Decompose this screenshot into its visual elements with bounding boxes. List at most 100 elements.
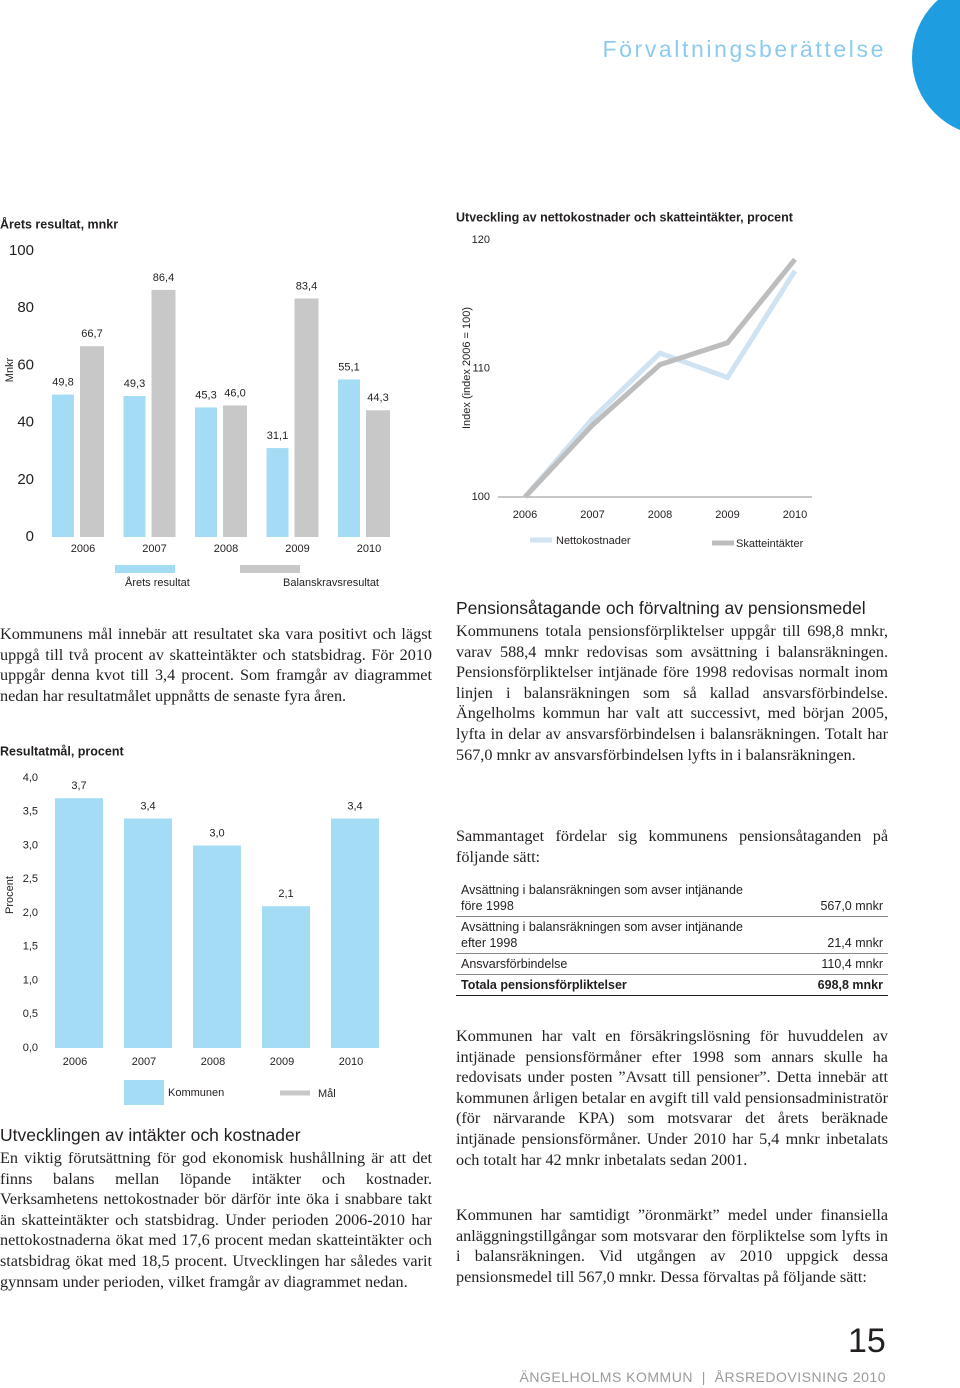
x-tick-label: 2008 [214,543,238,555]
y-tick-label: 20 [17,471,34,488]
cell: Avsättning i balansräkningen som avser i… [456,916,756,954]
bar [294,298,319,537]
bar [366,410,390,537]
y-tick-label: 100 [472,491,490,503]
x-tick-label: 2007 [132,1056,156,1068]
y-tick-label: 80 [17,299,34,316]
x-tick-label: 2007 [142,543,166,555]
x-tick-label: 2009 [715,509,739,521]
legend-label: Nettokostnader [556,535,631,547]
y-tick-label: 3,0 [23,839,38,851]
value-label: 2,1 [278,888,293,900]
pension-table: Avsättning i balansräkningen som avser i… [456,880,888,996]
section-heading: Pensionsåtagande och förvaltning av pens… [456,598,866,618]
y-tick-label: 110 [472,362,490,374]
footer-org: ÄNGELHOLMS KOMMUN [519,1369,693,1385]
x-tick-label: 2010 [339,1056,363,1068]
table-row: Avsättning i balansräkningen som avser i… [456,880,888,917]
table-row: Ansvarsförbindelse 110,4 mnkr [456,953,888,975]
page-number: 15 [848,1322,886,1360]
chart-title: Årets resultat, mnkr [0,216,118,231]
cell: 698,8 mnkr [756,974,888,996]
bar [193,845,241,1048]
bar [124,818,172,1048]
paragraph: Kommunens mål innebär att resultatet ska… [0,625,432,705]
y-axis-label: Index (index 2006 = 100) [461,307,473,429]
value-label: 46,0 [224,387,245,399]
legend-label: Kommunen [168,1087,224,1099]
bar [151,289,176,537]
value-label: 86,4 [153,272,174,284]
paragraph: En viktig förutsättning för god ekonomis… [0,1149,432,1291]
chart-title: Resultatmål, procent [0,744,124,758]
x-tick-label: 2008 [648,509,672,521]
y-tick-label: 120 [472,234,490,246]
y-tick-label: 0 [26,528,34,545]
cell: 110,4 mnkr [756,953,888,975]
table-row: Avsättning i balansräkningen som avser i… [456,916,888,954]
x-tick-label: 2010 [357,543,381,555]
y-tick-label: 2,0 [23,907,38,919]
value-label: 44,3 [367,392,388,404]
line [523,269,798,499]
paragraph: Kommunen har samtidigt ”öronmärkt” medel… [456,1206,888,1286]
legend-label: Skatteintäkter [736,538,804,550]
bar [123,396,146,537]
bar [80,346,104,537]
x-tick-label: 2006 [513,509,537,521]
cell: Avsättning i balansräkningen som avser i… [456,880,756,917]
x-tick-label: 2008 [201,1056,225,1068]
value-label: 55,1 [338,361,359,373]
table-row: Totala pensionsförpliktelser 698,8 mnkr [456,974,888,996]
y-tick-label: 40 [17,414,34,431]
x-tick-label: 2007 [580,509,604,521]
legend-label: Mål [318,1088,336,1100]
paragraph: Sammantaget fördelar sig kommunens pensi… [456,827,888,866]
y-axis-label: Mnkr [4,357,16,382]
y-tick-label: 60 [17,356,34,373]
legend-label: Årets resultat [125,576,190,589]
x-tick-label: 2010 [783,509,807,521]
y-tick-label: 0,5 [23,1008,38,1020]
bar [223,405,247,537]
value-label: 83,4 [296,280,317,292]
section-heading: Utvecklingen av intäkter och kostnader [0,1125,301,1145]
cell: 567,0 mnkr [756,880,888,917]
cell: 21,4 mnkr [756,916,888,954]
cell: Ansvarsförbindelse [456,953,756,975]
y-tick-label: 100 [9,242,34,259]
y-tick-label: 2,5 [23,873,38,885]
paragraph: Kommunens totala pensionsförpliktelser u… [456,622,888,764]
value-label: 3,4 [140,800,155,812]
y-tick-label: 3,5 [23,806,38,818]
x-tick-label: 2009 [285,543,309,555]
y-tick-label: 4,0 [23,772,38,784]
line [523,257,797,499]
cell: Totala pensionsförpliktelser [456,974,756,996]
x-tick-label: 2006 [63,1056,87,1068]
bar [338,379,360,537]
footer: ÄNGELHOLMS KOMMUN | ÅRSREDOVISNING 2010 [519,1369,886,1385]
bar [52,394,74,537]
bar [195,407,217,537]
x-tick-label: 2006 [71,543,95,555]
value-label: 3,4 [347,800,362,812]
bar [55,798,103,1048]
value-label: 49,3 [124,378,145,390]
y-tick-label: 0,0 [23,1042,38,1054]
value-label: 66,7 [81,328,102,340]
header-title: Förvaltningsberättelse [602,36,886,62]
value-label: 3,7 [71,780,86,792]
x-tick-label: 2009 [270,1056,294,1068]
legend-label: Balanskravsresultat [283,577,379,589]
value-label: 49,8 [52,376,73,388]
bar [266,448,289,537]
chart-title: Utveckling av nettokostnader och skattei… [456,210,794,224]
bar [331,818,379,1048]
bar [262,906,310,1048]
corner-circle [912,0,960,130]
value-label: 31,1 [267,430,288,442]
legend-swatch [124,1080,164,1105]
